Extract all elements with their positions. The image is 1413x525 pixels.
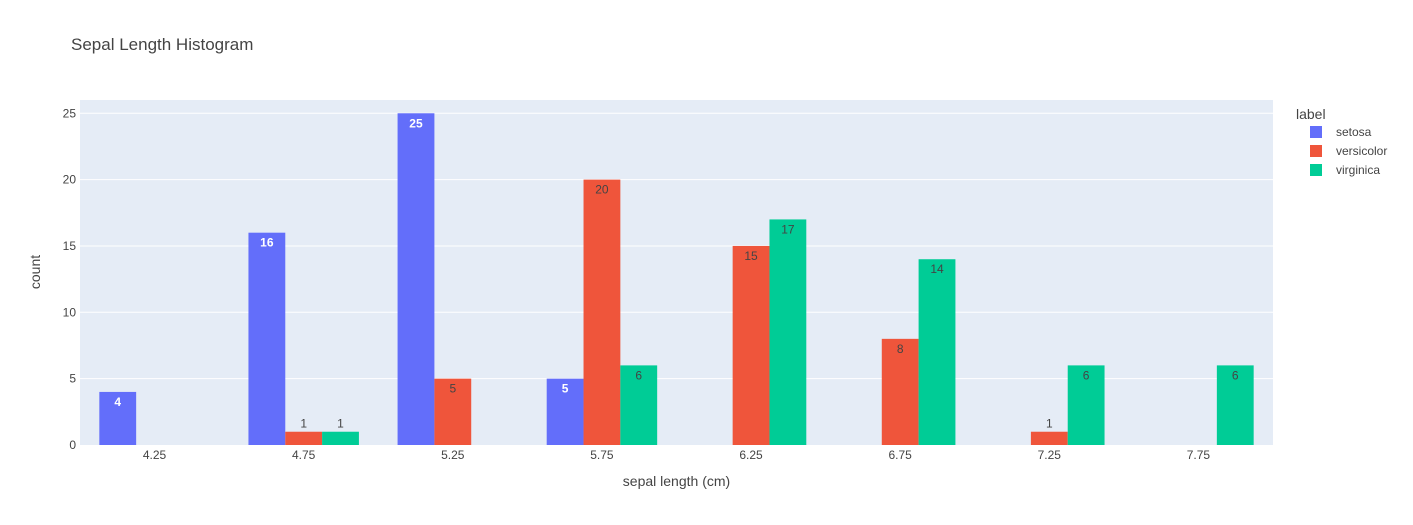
bar-value-label: 5 <box>562 382 569 396</box>
bar-setosa[interactable] <box>99 391 137 445</box>
bar-versicolor[interactable] <box>285 431 323 445</box>
bar-value-label: 1 <box>337 417 344 431</box>
bar-value-label: 6 <box>1083 368 1090 382</box>
bar-value-label: 1 <box>300 417 307 431</box>
bar-virginica[interactable] <box>769 219 807 445</box>
bar-versicolor[interactable] <box>434 378 472 445</box>
y-tick-label: 20 <box>63 173 77 187</box>
bar-value-label: 8 <box>897 342 904 356</box>
legend-label-versicolor[interactable]: versicolor <box>1336 144 1387 158</box>
bar-value-label: 1 <box>1046 417 1053 431</box>
x-tick-label: 4.75 <box>292 448 316 462</box>
legend-label-setosa[interactable]: setosa <box>1336 125 1372 139</box>
y-tick-label: 10 <box>63 305 77 319</box>
legend-label-virginica[interactable]: virginica <box>1336 163 1380 177</box>
bar-value-label: 5 <box>449 382 456 396</box>
bar-setosa[interactable] <box>546 378 584 445</box>
x-axis-title: sepal length (cm) <box>623 473 730 489</box>
bar-virginica[interactable] <box>918 259 956 445</box>
y-axis-ticks: 0 5 10 15 20 25 <box>63 106 77 452</box>
y-tick-label: 25 <box>63 106 77 120</box>
legend-swatch-versicolor[interactable] <box>1310 145 1322 157</box>
bar-value-label: 17 <box>781 222 795 236</box>
x-tick-label: 5.75 <box>590 448 614 462</box>
legend-title: label <box>1296 106 1326 122</box>
bar-virginica[interactable] <box>620 365 658 445</box>
y-tick-label: 0 <box>69 438 76 452</box>
bar-virginica[interactable] <box>1216 365 1254 445</box>
bar-virginica[interactable] <box>1067 365 1105 445</box>
bar-versicolor[interactable] <box>732 245 770 445</box>
bar-value-label: 20 <box>595 183 609 197</box>
legend[interactable]: label setosa versicolor virginica <box>1296 106 1387 177</box>
bar-versicolor[interactable] <box>583 179 621 445</box>
bars[interactable] <box>99 113 1254 446</box>
bar-virginica[interactable] <box>322 431 359 445</box>
x-tick-label: 4.25 <box>143 448 167 462</box>
x-axis-ticks: 4.25 4.75 5.25 5.75 6.25 6.75 7.25 7.75 <box>143 448 1211 462</box>
y-tick-label: 5 <box>69 372 76 386</box>
x-tick-label: 7.75 <box>1187 448 1211 462</box>
bar-versicolor[interactable] <box>881 338 919 445</box>
bar-value-label: 25 <box>409 116 423 130</box>
x-tick-label: 6.25 <box>739 448 763 462</box>
x-tick-label: 6.75 <box>889 448 913 462</box>
bar-value-label: 6 <box>635 368 642 382</box>
bar-value-label: 16 <box>260 236 274 250</box>
bar-value-label: 14 <box>930 262 944 276</box>
bar-value-label: 4 <box>114 395 121 409</box>
bar-versicolor[interactable] <box>1030 431 1068 445</box>
legend-items[interactable]: setosa versicolor virginica <box>1310 125 1387 177</box>
y-tick-label: 15 <box>63 239 77 253</box>
legend-swatch-virginica[interactable] <box>1310 164 1322 176</box>
x-tick-label: 5.25 <box>441 448 465 462</box>
legend-swatch-setosa[interactable] <box>1310 126 1322 138</box>
bar-setosa[interactable] <box>397 113 435 446</box>
chart-title: Sepal Length Histogram <box>71 35 253 54</box>
bar-value-label: 15 <box>744 249 758 263</box>
bar-setosa[interactable] <box>248 232 286 445</box>
y-axis-title: count <box>27 255 43 289</box>
bar-value-label: 6 <box>1232 368 1239 382</box>
x-tick-label: 7.25 <box>1038 448 1062 462</box>
